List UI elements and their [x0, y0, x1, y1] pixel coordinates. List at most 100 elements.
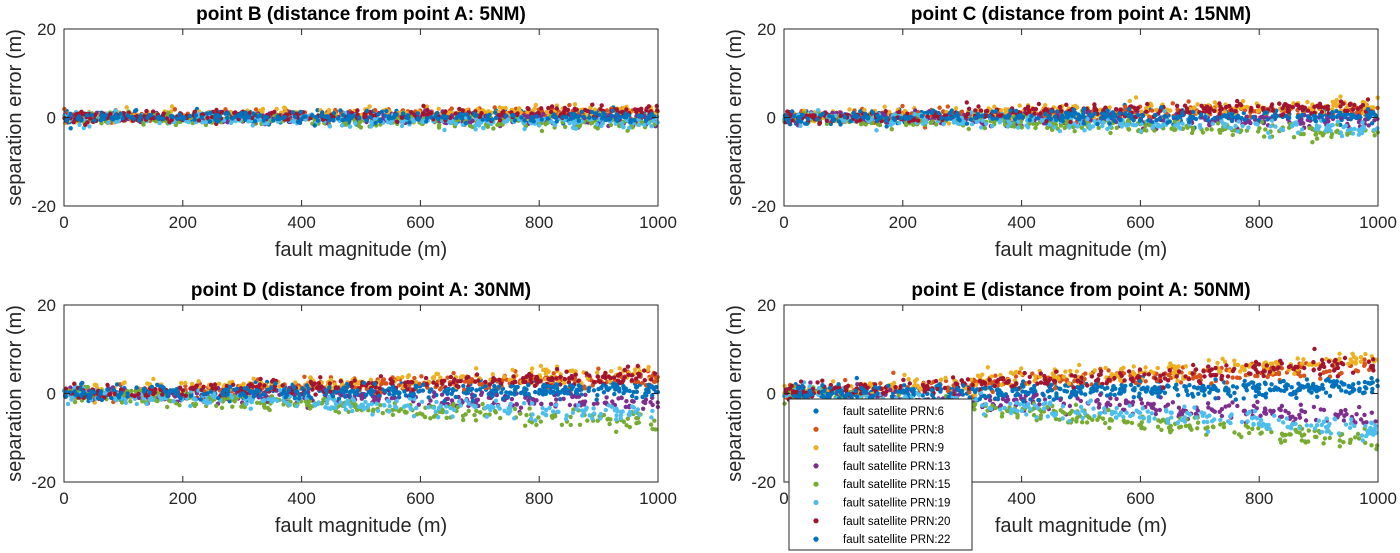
data-point: [1299, 112, 1305, 118]
data-point: [642, 122, 647, 128]
data-point: [474, 366, 479, 371]
data-point: [326, 116, 332, 122]
data-point: [608, 115, 614, 120]
data-point: [1150, 108, 1155, 113]
data-point: [920, 121, 926, 126]
data-point: [1255, 122, 1260, 127]
data-point: [137, 118, 142, 123]
data-point: [203, 119, 208, 125]
data-point: [600, 121, 606, 126]
data-point: [1269, 118, 1275, 123]
data-point: [621, 114, 627, 120]
data-point: [1187, 119, 1192, 125]
data-point: [838, 113, 843, 119]
data-point: [401, 119, 406, 124]
data-point: [977, 114, 982, 119]
data-point: [1313, 132, 1318, 137]
x-tick-label: 400: [1007, 213, 1035, 232]
data-point: [207, 119, 213, 124]
data-point: [1261, 115, 1266, 120]
data-point: [1291, 135, 1297, 140]
data-point: [1335, 119, 1341, 124]
data-point: [529, 366, 535, 371]
data-point: [937, 105, 942, 110]
data-point: [836, 119, 842, 124]
data-point: [554, 106, 559, 111]
data-point: [945, 104, 950, 109]
data-point: [573, 107, 578, 113]
data-point: [848, 119, 853, 124]
data-point: [1036, 101, 1042, 107]
data-point: [102, 116, 107, 122]
data-point: [534, 114, 539, 119]
data-point: [955, 113, 960, 119]
data-point: [1234, 103, 1240, 109]
data-point: [1065, 115, 1070, 120]
data-point: [369, 120, 374, 125]
data-point: [1053, 117, 1059, 122]
data-point: [882, 104, 887, 110]
data-point: [1368, 112, 1374, 117]
data-point: [627, 125, 632, 130]
data-point: [982, 125, 988, 131]
data-point: [1306, 114, 1312, 120]
data-point: [936, 110, 941, 116]
data-point: [596, 366, 601, 371]
data-point: [1124, 123, 1129, 128]
data-point: [1299, 127, 1305, 132]
data-point: [1138, 117, 1143, 123]
data-point: [416, 117, 421, 122]
data-point: [443, 115, 449, 121]
data-point: [1034, 121, 1039, 127]
data-point: [1100, 120, 1106, 125]
data-point: [1233, 123, 1238, 129]
data-point: [272, 109, 277, 115]
data-point: [1024, 123, 1029, 128]
data-point: [1017, 103, 1022, 108]
data-point: [1174, 103, 1180, 109]
data-point: [225, 115, 230, 121]
data-point: [1109, 115, 1115, 120]
data-point: [944, 117, 950, 122]
data-point: [883, 109, 888, 114]
data-point: [1136, 113, 1141, 118]
data-point: [984, 121, 989, 126]
data-point: [193, 113, 199, 118]
data-point: [639, 110, 644, 115]
data-point: [792, 114, 797, 119]
data-point: [1319, 109, 1325, 115]
data-point: [463, 120, 468, 126]
data-point: [83, 122, 88, 128]
data-point: [1159, 105, 1164, 110]
data-point: [1070, 111, 1076, 116]
y-tick-label: 20: [757, 20, 776, 39]
data-point: [1140, 113, 1146, 119]
data-point: [1117, 111, 1122, 116]
data-point: [973, 108, 978, 113]
data-point: [1087, 112, 1092, 117]
data-point: [579, 109, 584, 115]
data-point: [473, 127, 478, 132]
data-point: [1127, 112, 1132, 117]
data-point: [420, 120, 425, 125]
data-point: [1198, 112, 1204, 117]
data-point: [503, 113, 509, 119]
data-point: [340, 112, 346, 118]
data-point: [609, 369, 614, 374]
data-point: [243, 110, 248, 115]
data-point: [1223, 122, 1228, 127]
data-point: [1218, 115, 1223, 120]
data-point: [870, 110, 876, 115]
data-point: [994, 116, 999, 121]
data-point: [903, 116, 908, 122]
data-point: [522, 386, 527, 391]
data-point: [1076, 116, 1081, 122]
data-point: [1012, 124, 1017, 129]
data-point: [1218, 107, 1223, 113]
data-point: [1298, 105, 1303, 111]
data-point: [1321, 118, 1327, 123]
data-point: [353, 121, 358, 126]
data-point: [522, 126, 527, 132]
data-point: [407, 120, 412, 125]
data-point: [529, 115, 535, 120]
